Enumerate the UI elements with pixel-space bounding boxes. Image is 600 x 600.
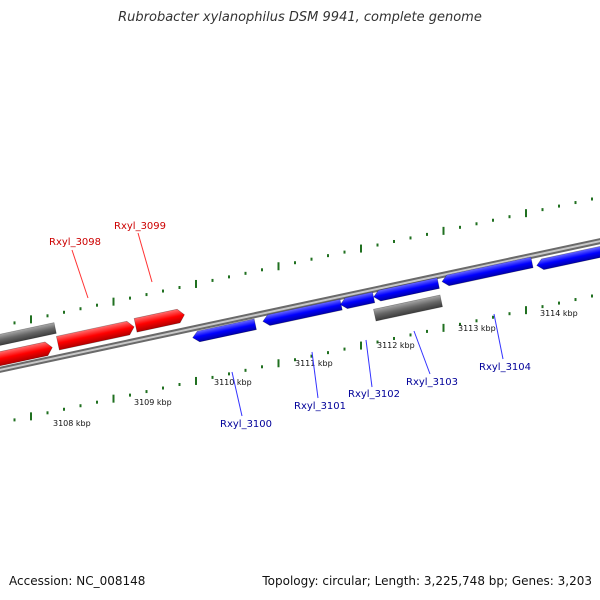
tick-track-lower — [13, 294, 593, 422]
gene-label: Rxyl_3099 — [114, 221, 166, 232]
gene-arrow — [262, 298, 343, 326]
gene-leader-line — [231, 371, 243, 417]
gene-label: Rxyl_3098 — [49, 237, 101, 248]
gene-arrow — [56, 320, 135, 351]
gene-arrow — [373, 277, 440, 302]
gene-leader-line — [413, 330, 431, 375]
gene-leader-line — [71, 249, 89, 299]
backbone — [0, 238, 600, 373]
gene-labels: Rxyl_3098Rxyl_3099Rxyl_3100Rxyl_3101Rxyl… — [49, 221, 531, 430]
scale-label: 3110 kbp — [214, 378, 252, 387]
gene-leader-line — [311, 351, 319, 399]
scale-label: 3108 kbp — [53, 419, 91, 428]
gene-arrow — [373, 294, 443, 322]
gene-label: Rxyl_3103 — [406, 377, 458, 388]
scale-label: 3113 kbp — [458, 324, 496, 333]
gene-arrow — [339, 291, 376, 310]
scale-label: 3114 kbp — [540, 309, 578, 318]
gene-arrow — [536, 244, 600, 270]
gene-arrow — [441, 256, 534, 287]
gene-arrow — [0, 341, 53, 368]
gene-label: Rxyl_3102 — [348, 389, 400, 400]
gene-label: Rxyl_3101 — [294, 401, 346, 412]
scale-label: 3112 kbp — [377, 341, 415, 350]
accession-text: Accession: NC_008148 — [9, 574, 146, 588]
gene-label: Rxyl_3104 — [479, 362, 531, 373]
genes — [0, 244, 600, 368]
gene-arrow — [192, 318, 257, 343]
map-title: Rubrobacter xylanophilus DSM 9941, compl… — [118, 10, 482, 25]
gene-leader-line — [365, 339, 373, 388]
gene-leader-line — [137, 232, 153, 283]
tick-track-upper — [13, 197, 593, 325]
genome-summary-text: Topology: circular; Length: 3,225,748 bp… — [262, 574, 592, 588]
scale-label: 3109 kbp — [134, 398, 172, 407]
gene-arrow — [133, 308, 185, 333]
gene-arrow — [0, 322, 57, 350]
gene-label: Rxyl_3100 — [220, 419, 272, 430]
gene-leader-line — [493, 313, 504, 360]
